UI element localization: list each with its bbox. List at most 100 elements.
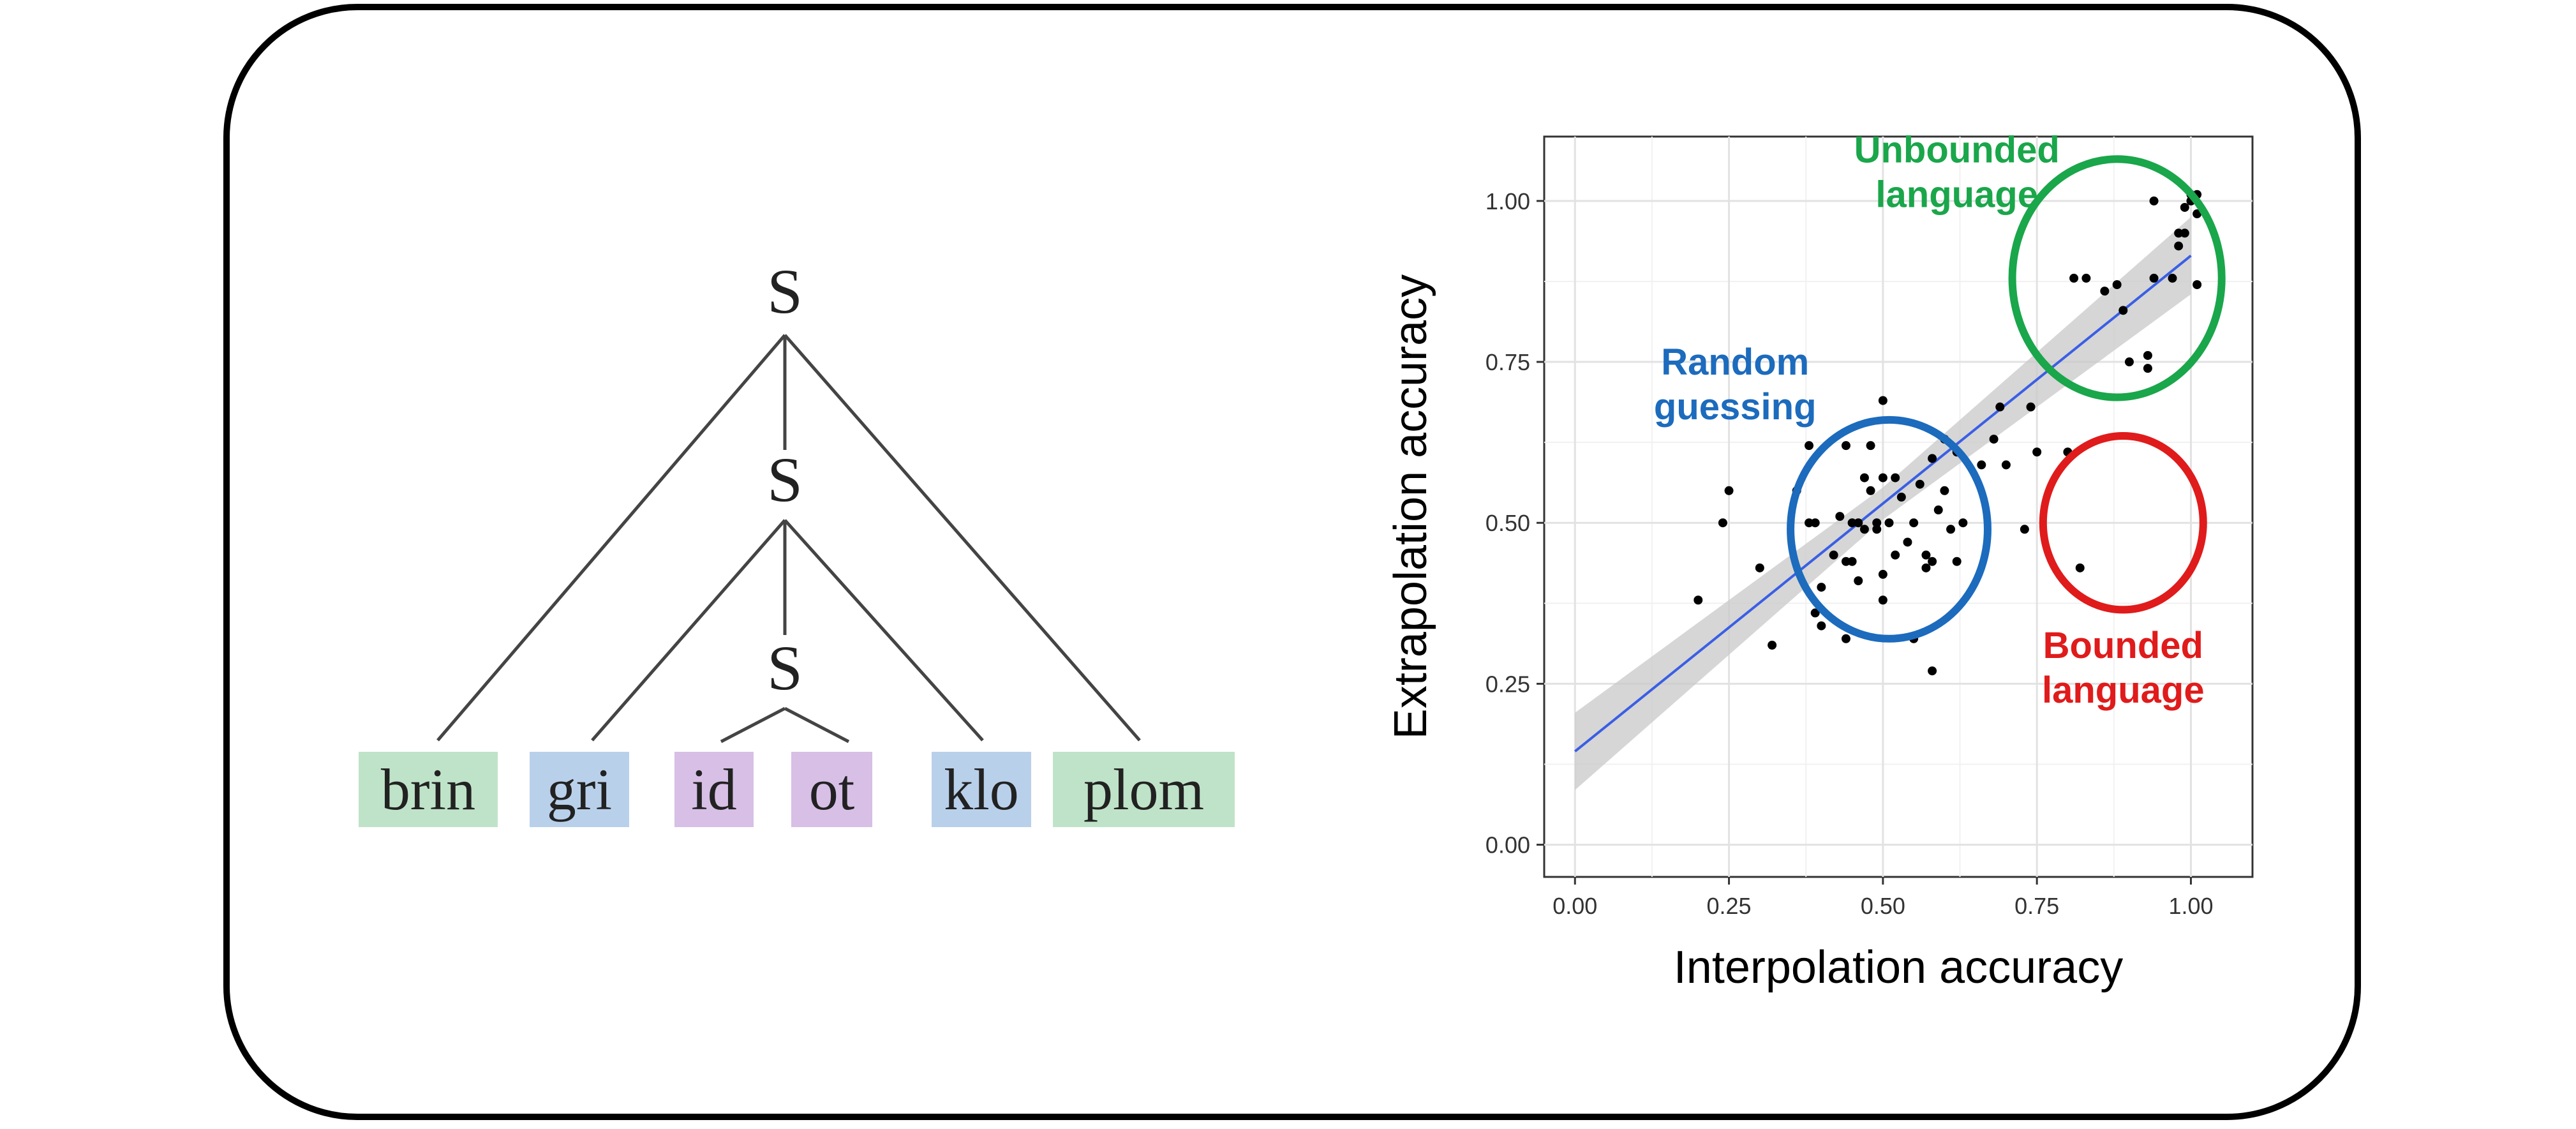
data-point: [1810, 518, 1820, 528]
tree-edge: [784, 519, 984, 742]
data-point: [1724, 486, 1734, 495]
data-point: [1933, 505, 1943, 515]
data-point: [1817, 583, 1826, 592]
data-point: [1817, 621, 1826, 631]
data-point: [1859, 473, 1869, 482]
data-point: [1921, 550, 1931, 560]
data-point: [2193, 280, 2202, 289]
data-point: [1866, 486, 1875, 495]
bounded-circle: [2039, 432, 2207, 614]
data-point: [2124, 357, 2134, 367]
annotation-label: Bounded language: [2042, 625, 2205, 711]
annotation-line: Random: [1661, 341, 1809, 383]
data-point: [2100, 287, 2110, 296]
tree-edge: [591, 519, 786, 742]
data-point: [1878, 595, 1887, 605]
tree-edge: [436, 334, 786, 742]
data-point: [1755, 563, 1764, 572]
data-point: [2020, 525, 2029, 534]
data-point: [1859, 525, 1869, 534]
data-point: [2174, 241, 2184, 251]
data-point: [1829, 550, 1838, 560]
data-point: [1718, 518, 1727, 528]
data-point: [1835, 512, 1845, 521]
data-point: [1854, 518, 1863, 528]
data-point: [1915, 479, 1925, 489]
data-point: [1841, 557, 1850, 566]
random-guessing-circle: [1787, 415, 1992, 643]
data-point: [2112, 280, 2122, 289]
data-point: [1847, 518, 1857, 528]
data-point: [1805, 518, 1814, 528]
data-point: [1952, 557, 1962, 566]
data-point: [2149, 196, 2159, 206]
word-box-klo: klo: [932, 752, 1031, 827]
annotation-label: Random guessing: [1654, 341, 1817, 428]
data-point: [2081, 273, 2091, 283]
tree-edge: [784, 707, 850, 744]
data-point: [1884, 518, 1894, 528]
data-point: [1903, 537, 1912, 547]
data-point: [2026, 402, 2036, 412]
data-point: [1946, 525, 1956, 534]
y-axis-title: Extrapolation accuracy: [1385, 274, 1436, 739]
x-tick-label: 0.00: [1552, 893, 1597, 919]
y-tick-label: 0.00: [1485, 832, 1530, 858]
data-point: [2032, 447, 2042, 457]
y-tick-label: 0.50: [1485, 510, 1530, 536]
x-tick-label: 0.50: [1861, 893, 1905, 919]
word-box-id: id: [674, 752, 754, 827]
data-point: [1694, 595, 1703, 605]
data-point: [1854, 576, 1863, 585]
data-point: [1810, 608, 1820, 618]
data-point: [1872, 525, 1882, 534]
data-point: [1866, 441, 1875, 451]
data-point: [1878, 396, 1887, 405]
data-point: [1995, 402, 2005, 412]
data-point: [1841, 634, 1850, 643]
tree-node-middle: S: [767, 444, 803, 515]
annotation-line: Unbounded: [1854, 129, 2060, 170]
data-point: [1909, 518, 1919, 528]
regression-line: [1574, 255, 2192, 752]
data-point: [1878, 473, 1887, 482]
data-point: [2180, 202, 2189, 212]
data-point: [1940, 486, 1949, 495]
data-point: [2001, 460, 2011, 470]
word-box-gri: gri: [530, 752, 629, 827]
word-box-ot: ot: [791, 752, 872, 827]
x-axis-title: Interpolation accuracy: [1674, 942, 2123, 993]
word-label: gri: [546, 757, 613, 822]
data-point: [1872, 518, 1882, 528]
y-tick-label: 1.00: [1485, 188, 1530, 214]
tree-edge: [784, 334, 1141, 742]
parse-tree: S S S: [436, 256, 1141, 744]
data-point: [2149, 273, 2159, 283]
tree-node-inner: S: [767, 632, 803, 703]
annotation-line: Bounded: [2043, 625, 2203, 666]
word-label: klo: [944, 757, 1019, 822]
annotation-line: language: [2042, 669, 2205, 711]
data-point: [1928, 666, 1937, 676]
data-point: [1805, 441, 1814, 451]
tree-edge: [720, 707, 786, 744]
data-point: [1847, 557, 1857, 566]
data-point: [1896, 492, 1906, 502]
annotation-line: guessing: [1654, 386, 1817, 428]
annotation-label: Unbounded language: [1854, 129, 2060, 215]
y-tick-label: 0.25: [1485, 671, 1530, 697]
data-point: [2075, 563, 2085, 572]
data-point: [2174, 228, 2184, 238]
data-point: [2143, 350, 2152, 360]
word-label: brin: [380, 757, 476, 822]
data-point: [2143, 364, 2152, 373]
data-point: [2118, 306, 2128, 315]
data-point: [1891, 550, 1900, 560]
word-label: ot: [808, 757, 855, 822]
annotation-line: language: [1875, 174, 2038, 215]
x-tick-label: 0.25: [1707, 893, 1752, 919]
data-point: [1989, 435, 1999, 444]
data-point: [1878, 569, 1887, 579]
tree-node-root: S: [767, 256, 803, 327]
